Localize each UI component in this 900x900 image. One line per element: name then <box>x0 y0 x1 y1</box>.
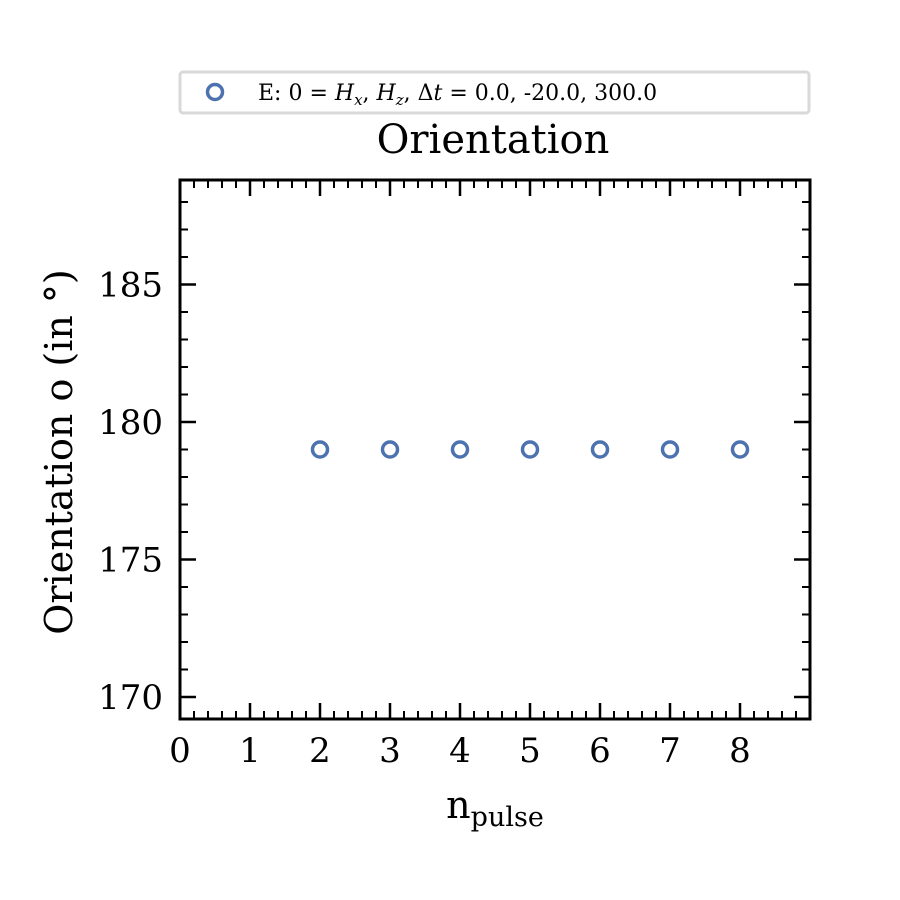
legend-hx-sub: x <box>354 91 363 109</box>
y-tick-labels: 170 175 180 185 <box>98 266 163 719</box>
x-tick-label: 5 <box>519 731 541 771</box>
y-tick-label: 180 <box>98 403 163 443</box>
legend-comma2: , Δ <box>404 81 434 106</box>
y-tick-label: 170 <box>98 678 163 718</box>
legend-prefix: E: 0 = <box>258 81 335 106</box>
data-point <box>520 440 540 459</box>
x-tick-label: 8 <box>729 731 751 771</box>
x-tick-label: 6 <box>589 731 611 771</box>
legend-hz-sub: z <box>395 91 404 109</box>
data-point <box>660 440 680 459</box>
x-tick-label: 1 <box>239 731 261 771</box>
x-axis-label: npulse <box>446 783 544 833</box>
legend-hz: H <box>376 81 397 106</box>
legend-entry: E: 0 = Hx, Hz, Δt = 0.0, -20.0, 300.0 <box>258 81 657 109</box>
legend-frame <box>178 70 811 115</box>
y-axis-label: Orientation o (in °) <box>37 269 81 635</box>
x-tick-labels: 0 1 2 3 4 5 6 7 8 <box>169 731 751 771</box>
data-point <box>310 440 330 459</box>
legend-hx: H <box>334 81 355 106</box>
data-point <box>380 440 400 459</box>
x-tick-label: 2 <box>309 731 331 771</box>
data-point <box>730 440 750 459</box>
x-tick-label: 3 <box>379 731 401 771</box>
data-points <box>310 440 750 459</box>
chart-title: Orientation <box>377 117 610 163</box>
legend-values: = 0.0, -20.0, 300.0 <box>442 81 657 106</box>
x-tick-label: 0 <box>169 731 191 771</box>
x-axis-label-main: n <box>446 783 470 827</box>
plot-frame <box>178 178 812 721</box>
legend: E: 0 = Hx, Hz, Δt = 0.0, -20.0, 300.0 <box>178 70 811 115</box>
data-point <box>450 440 470 459</box>
x-tick-label: 7 <box>659 731 681 771</box>
x-axis-label-sub: pulse <box>471 802 544 833</box>
legend-marker <box>205 82 225 102</box>
y-tick-label: 185 <box>98 266 163 306</box>
data-point <box>590 440 610 459</box>
x-tick-label: 4 <box>449 731 471 771</box>
y-tick-label: 175 <box>98 541 163 581</box>
y-axis-label-text: Orientation o (in °) <box>37 269 81 635</box>
legend-comma1: , <box>363 81 377 106</box>
legend-t: t <box>434 81 443 106</box>
axis-ticks <box>178 180 811 719</box>
